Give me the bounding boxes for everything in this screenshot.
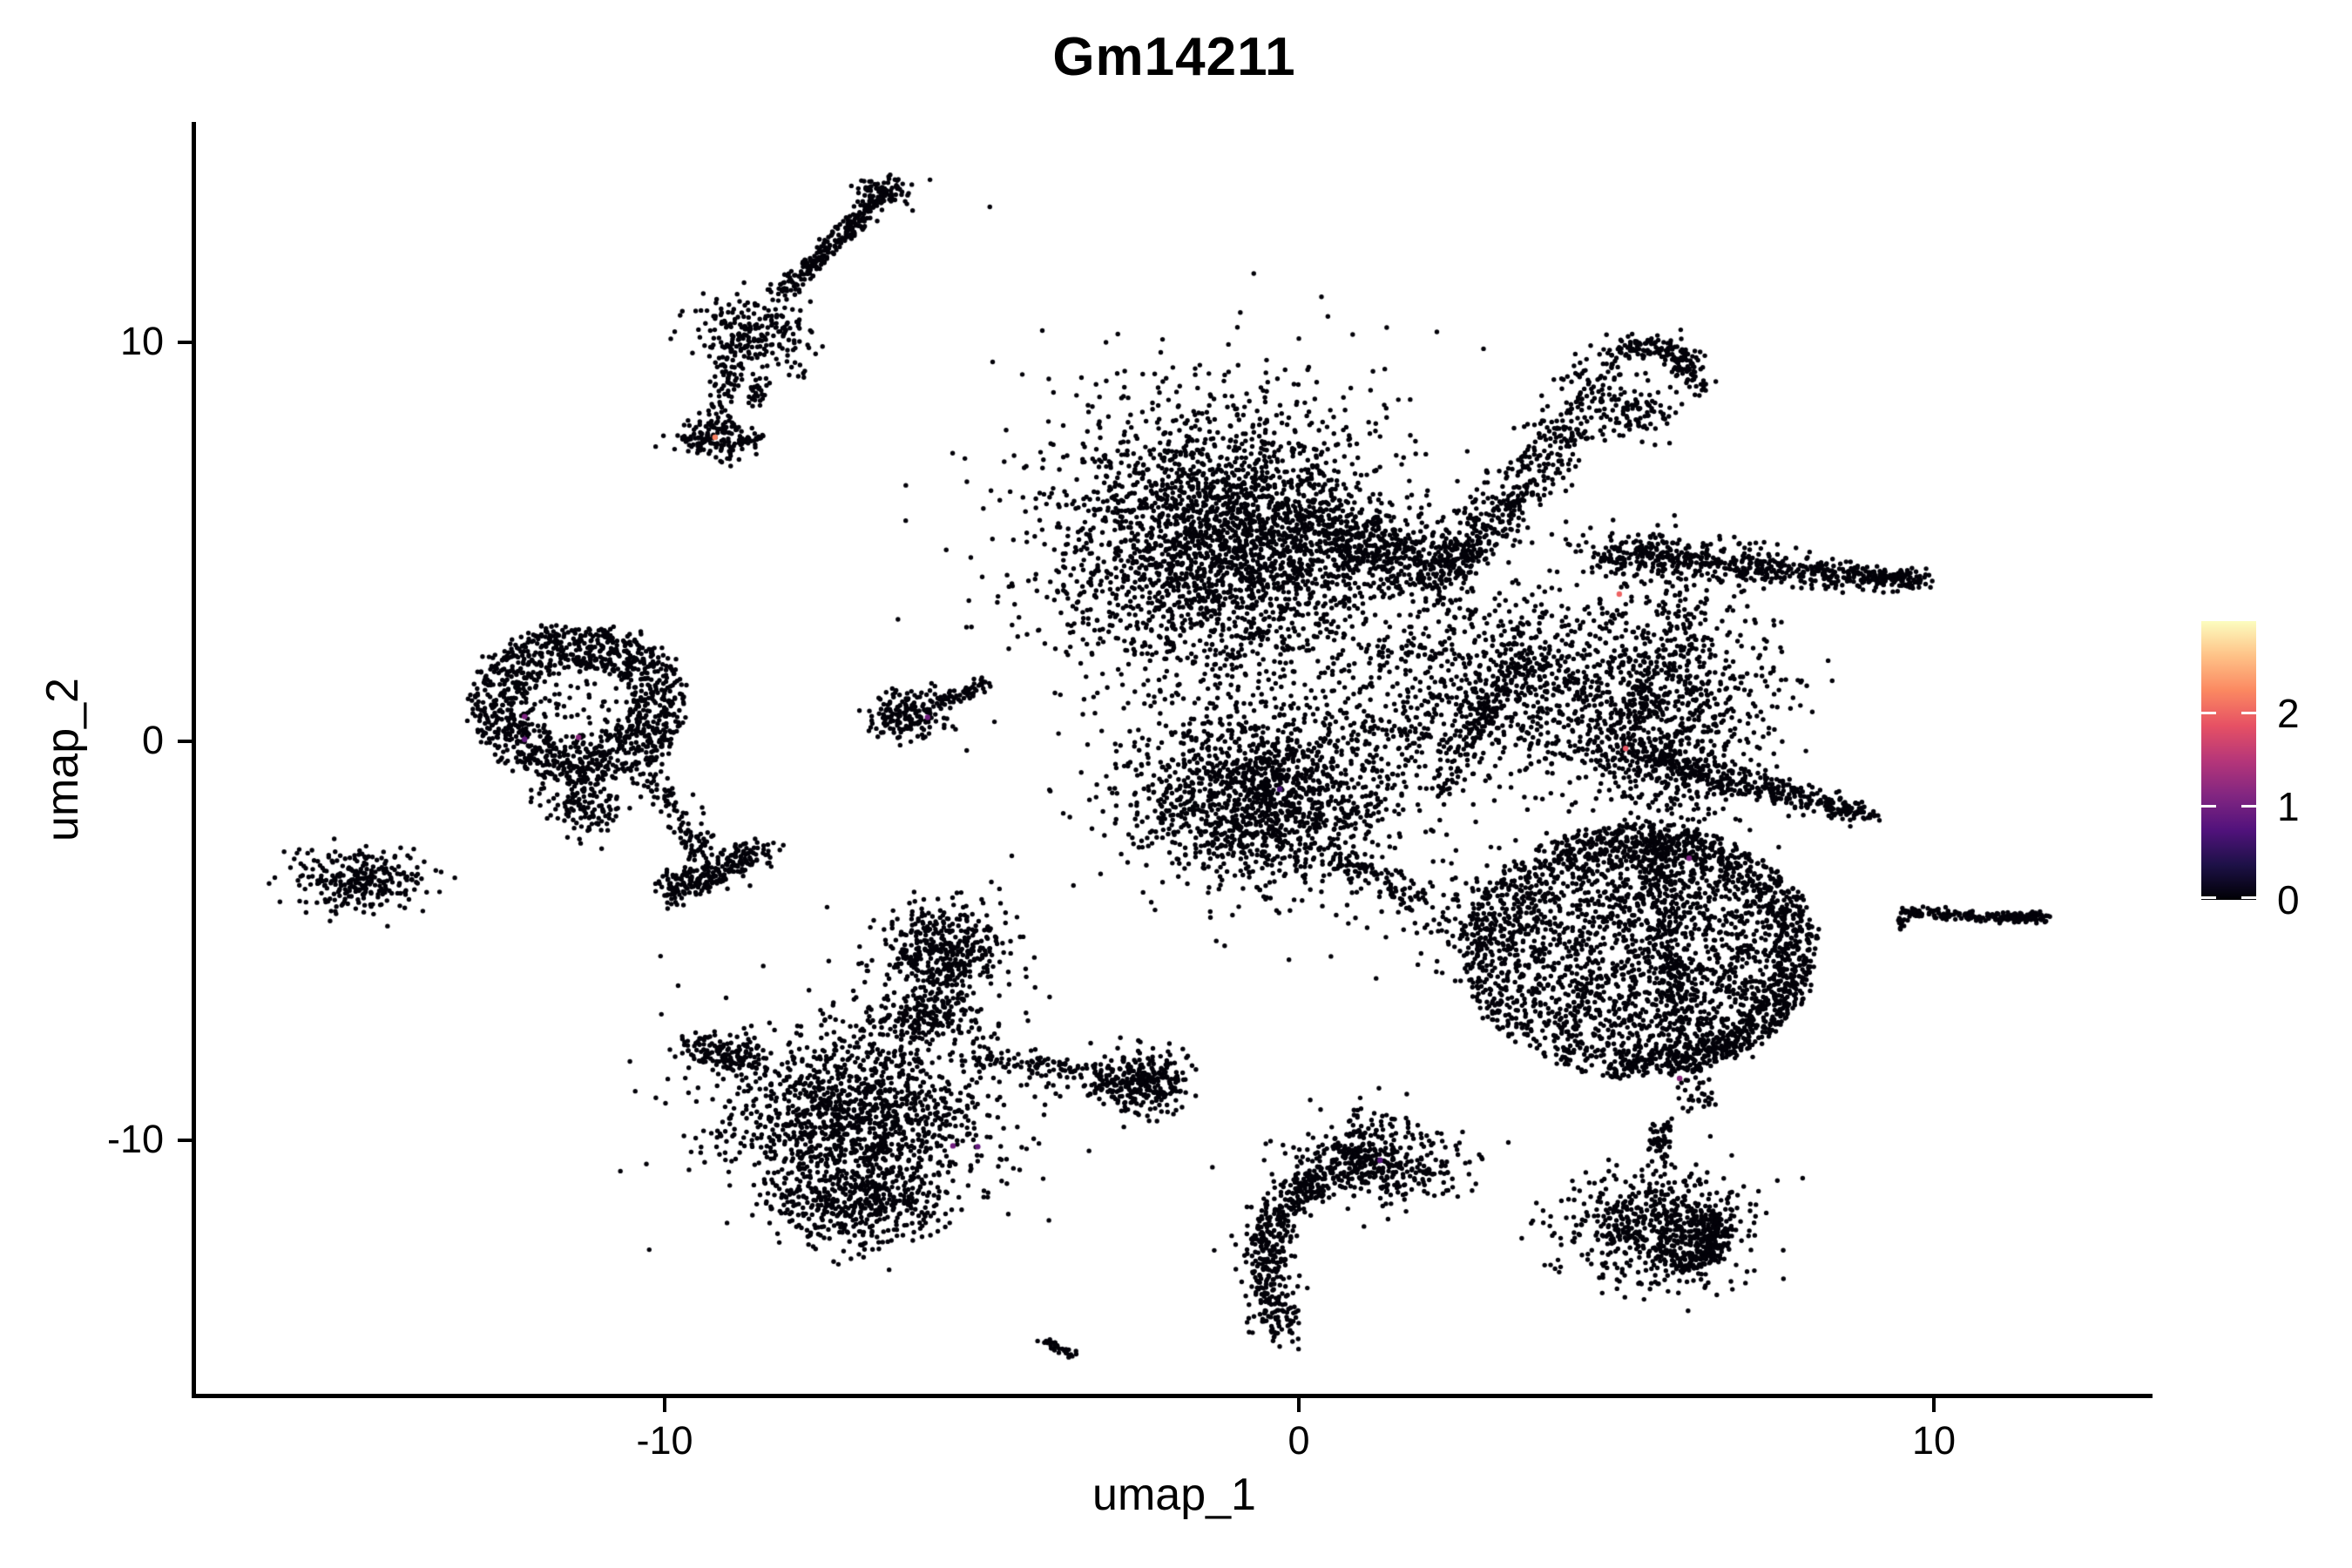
x-tick-mark (663, 1398, 666, 1412)
plot-panel (196, 122, 2153, 1394)
colorbar-tick-mark (2241, 712, 2256, 714)
y-tick-label: -10 (106, 1117, 164, 1161)
colorbar-tick-mark (2201, 805, 2216, 808)
colorbar-tick-mark (2201, 712, 2216, 714)
colorbar-tick-mark (2241, 805, 2256, 808)
y-tick-mark (178, 341, 192, 344)
plot-title: Gm14211 (1052, 27, 1296, 87)
x-tick-label: -10 (636, 1418, 693, 1463)
scatter-canvas (196, 122, 2153, 1394)
x-tick-mark (1297, 1398, 1301, 1412)
y-tick-label: 10 (119, 319, 164, 363)
colorbar-tick-mark (2241, 896, 2256, 899)
y-tick-label: 0 (141, 718, 164, 762)
x-axis-title: umap_1 (1092, 1470, 1256, 1520)
y-tick-mark (178, 1139, 192, 1142)
y-axis-line (192, 122, 196, 1398)
x-axis-line (192, 1394, 2153, 1398)
colorbar-tick-label: 2 (2277, 691, 2300, 736)
colorbar-tick-label: 1 (2277, 784, 2300, 829)
y-axis-title: umap_2 (37, 678, 88, 841)
colorbar-tick-label: 0 (2277, 877, 2300, 923)
x-tick-label: 0 (1288, 1418, 1310, 1463)
x-tick-mark (1932, 1398, 1936, 1412)
x-tick-label: 10 (1911, 1418, 1957, 1463)
legend-colorbar (2201, 621, 2256, 900)
y-tick-mark (178, 740, 192, 743)
colorbar-tick-mark (2201, 896, 2216, 899)
